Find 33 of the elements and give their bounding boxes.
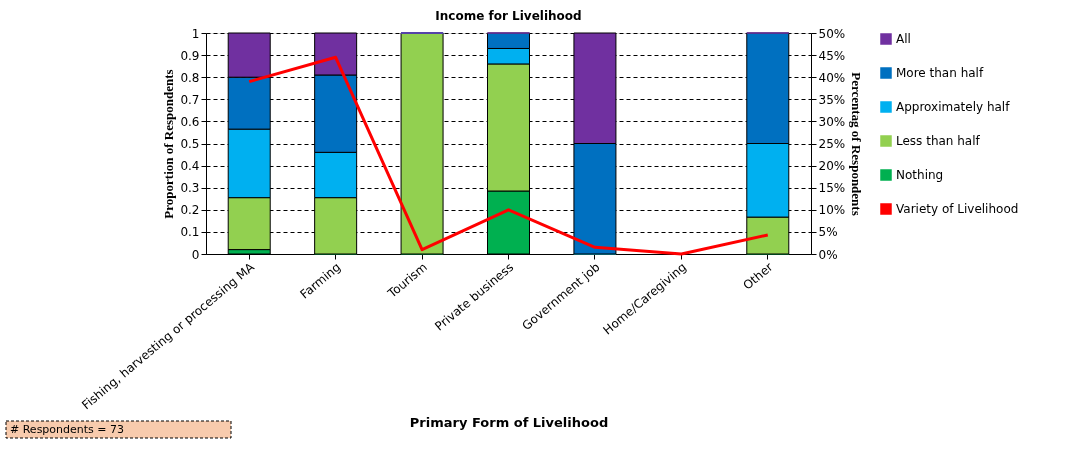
y-tick-label: 0.7 <box>180 92 200 107</box>
y2-tick-label: 40% <box>818 70 846 85</box>
y-tick-label: 0.2 <box>180 203 200 218</box>
y-tick-label: 1 <box>191 26 200 41</box>
y2-tick-label: 45% <box>818 48 846 63</box>
legend-label: Nothing <box>896 168 944 182</box>
y2-tick-label: 50% <box>818 26 846 41</box>
legend-label: Variety of Livelihood <box>896 202 1019 216</box>
y-tick-label: 0.5 <box>180 137 200 151</box>
y2-tick-label: 5% <box>818 225 838 240</box>
text: # Respondents = 73 <box>10 423 125 436</box>
y2-axis-title: Percentag of Respondents <box>849 72 865 216</box>
y2-tick-label: 0% <box>818 247 838 262</box>
x-axis-title: Primary Form of Livelihood <box>409 415 609 431</box>
y-tick-label: 0.1 <box>180 225 200 240</box>
y2-tick-label: 10% <box>818 203 846 218</box>
legend-label: All <box>896 32 911 46</box>
y-tick-label: 0.8 <box>180 70 200 85</box>
y-tick-label: 0 <box>191 247 200 262</box>
legend-label: Less than half <box>896 134 981 148</box>
y2-tick-label: 35% <box>818 92 846 107</box>
y-tick-label: 0.4 <box>180 159 200 174</box>
y2-tick-label: 30% <box>818 114 846 129</box>
legend-label: Approximately half <box>896 100 1011 114</box>
y-tick-label: 0.9 <box>180 48 200 63</box>
y-axis-title: Proportion of Respondents <box>161 69 177 219</box>
legend-label: More than half <box>896 66 984 80</box>
y-tick-label: 0.3 <box>180 181 200 196</box>
y2-tick-label: 25% <box>818 137 846 151</box>
y2-tick-label: 20% <box>818 159 846 174</box>
chart-title: Income for Livelihood <box>435 9 582 23</box>
y2-tick-label: 15% <box>818 181 846 196</box>
y-tick-label: 0.6 <box>180 114 200 129</box>
